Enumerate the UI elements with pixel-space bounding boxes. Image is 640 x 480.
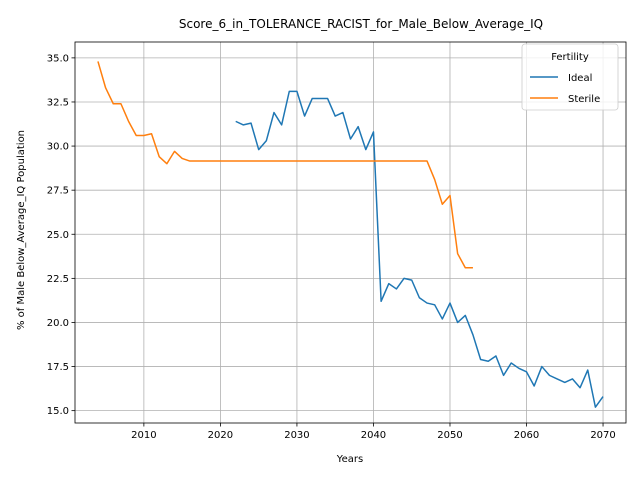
x-tick-label: 2070 [590, 430, 615, 441]
x-tick-label: 2060 [514, 430, 539, 441]
x-tick-label: 2020 [208, 430, 233, 441]
y-tick-label: 35.0 [47, 53, 69, 64]
x-axis-label: Years [336, 454, 363, 465]
x-tick-label: 2010 [131, 430, 156, 441]
legend-title: Fertility [551, 52, 589, 63]
chart-title: Score_6_in_TOLERANCE_RACIST_for_Male_Bel… [179, 17, 543, 31]
series-line-sterile [97, 61, 473, 269]
legend-label-ideal: Ideal [568, 73, 592, 84]
y-tick-label: 27.5 [47, 186, 69, 197]
grid [75, 42, 626, 423]
x-tick-label: 2030 [284, 430, 309, 441]
series-lines [97, 61, 604, 408]
y-tick-label: 25.0 [47, 230, 69, 241]
y-tick-label: 32.5 [47, 97, 69, 108]
y-tick-label: 15.0 [47, 406, 69, 417]
plot-area-frame [74, 41, 627, 424]
y-tick-label: 22.5 [47, 274, 69, 285]
y-tick-label: 20.0 [47, 318, 69, 329]
series-line-ideal [235, 90, 604, 408]
y-tick-label: 30.0 [47, 142, 69, 153]
legend-label-sterile: Sterile [568, 94, 600, 105]
x-tick-label: 2050 [437, 430, 462, 441]
legend: Fertility Ideal Sterile [521, 43, 619, 111]
legend-box [521, 43, 619, 111]
y-tick-label: 17.5 [47, 362, 69, 373]
y-axis-label: % of Male Below_Average_IQ Population [16, 130, 27, 330]
axis-ticks: 2010 2020 2030 2040 2050 2060 2070 15.0 17.5 20.0… [47, 53, 616, 441]
x-tick-label: 2040 [361, 430, 386, 441]
